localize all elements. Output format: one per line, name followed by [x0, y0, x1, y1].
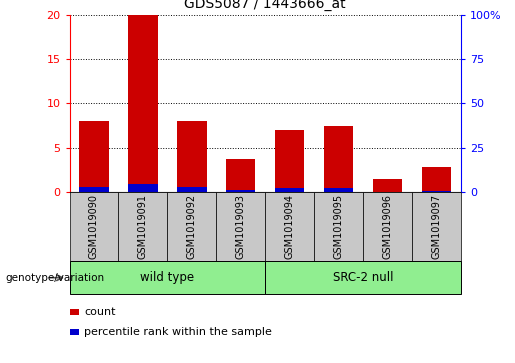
Bar — [422, 191, 451, 192]
Text: GSM1019093: GSM1019093 — [236, 194, 246, 260]
Bar — [226, 191, 255, 192]
Text: GSM1019094: GSM1019094 — [285, 194, 295, 260]
Bar — [177, 187, 207, 192]
Bar — [324, 188, 353, 192]
Bar — [422, 167, 451, 192]
Bar — [128, 15, 158, 192]
Bar — [79, 121, 109, 192]
Bar — [128, 184, 158, 192]
Text: percentile rank within the sample: percentile rank within the sample — [84, 327, 272, 337]
Text: wild type: wild type — [140, 271, 195, 284]
Text: genotype/variation: genotype/variation — [5, 273, 104, 283]
Text: GSM1019095: GSM1019095 — [334, 194, 344, 260]
Text: SRC-2 null: SRC-2 null — [333, 271, 393, 284]
Title: GDS5087 / 1443666_at: GDS5087 / 1443666_at — [184, 0, 346, 11]
Bar — [275, 130, 304, 192]
Bar — [275, 188, 304, 192]
Bar — [226, 159, 255, 192]
Text: GSM1019097: GSM1019097 — [432, 194, 441, 260]
Bar — [177, 121, 207, 192]
Bar — [324, 126, 353, 192]
Text: GSM1019091: GSM1019091 — [138, 194, 148, 260]
Text: count: count — [84, 307, 115, 317]
Text: GSM1019090: GSM1019090 — [89, 194, 99, 260]
Text: GSM1019092: GSM1019092 — [187, 194, 197, 260]
Bar — [373, 179, 402, 192]
Bar — [79, 187, 109, 192]
Text: GSM1019096: GSM1019096 — [383, 194, 392, 260]
